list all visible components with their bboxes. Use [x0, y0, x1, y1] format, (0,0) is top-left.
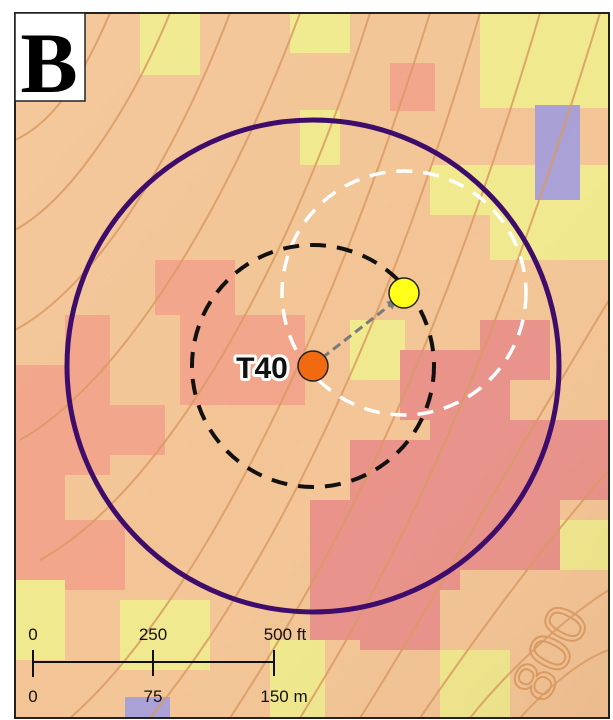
- turbine-buffer-ring: [190, 243, 436, 489]
- outer-buffer-ring: [64, 117, 562, 615]
- displacement-arrow: [321, 299, 398, 360]
- panel-label-box: [14, 12, 86, 102]
- panel-label: B: [20, 15, 77, 111]
- scale-label-ft-500: 500 ft: [264, 625, 307, 644]
- turbine-label-halo: T40: [236, 352, 288, 385]
- contour-lines: [15, 13, 609, 718]
- scale-label-ft-0: 0: [28, 625, 37, 644]
- displaced-buffer-ring: [280, 169, 528, 417]
- scale-label-m-150: 150 m: [260, 687, 307, 706]
- scale-label-m-75: 75: [144, 687, 163, 706]
- scale-label-ft-250: 250: [139, 625, 167, 644]
- turbine-label: T40: [236, 352, 288, 385]
- scale-bar: 0 250 500 ft 0 75 150 m: [28, 625, 307, 706]
- scale-label-m-0: 0: [28, 687, 37, 706]
- displaced-point: [388, 277, 420, 309]
- map-frame: [14, 12, 610, 719]
- turbine-point: [297, 350, 329, 382]
